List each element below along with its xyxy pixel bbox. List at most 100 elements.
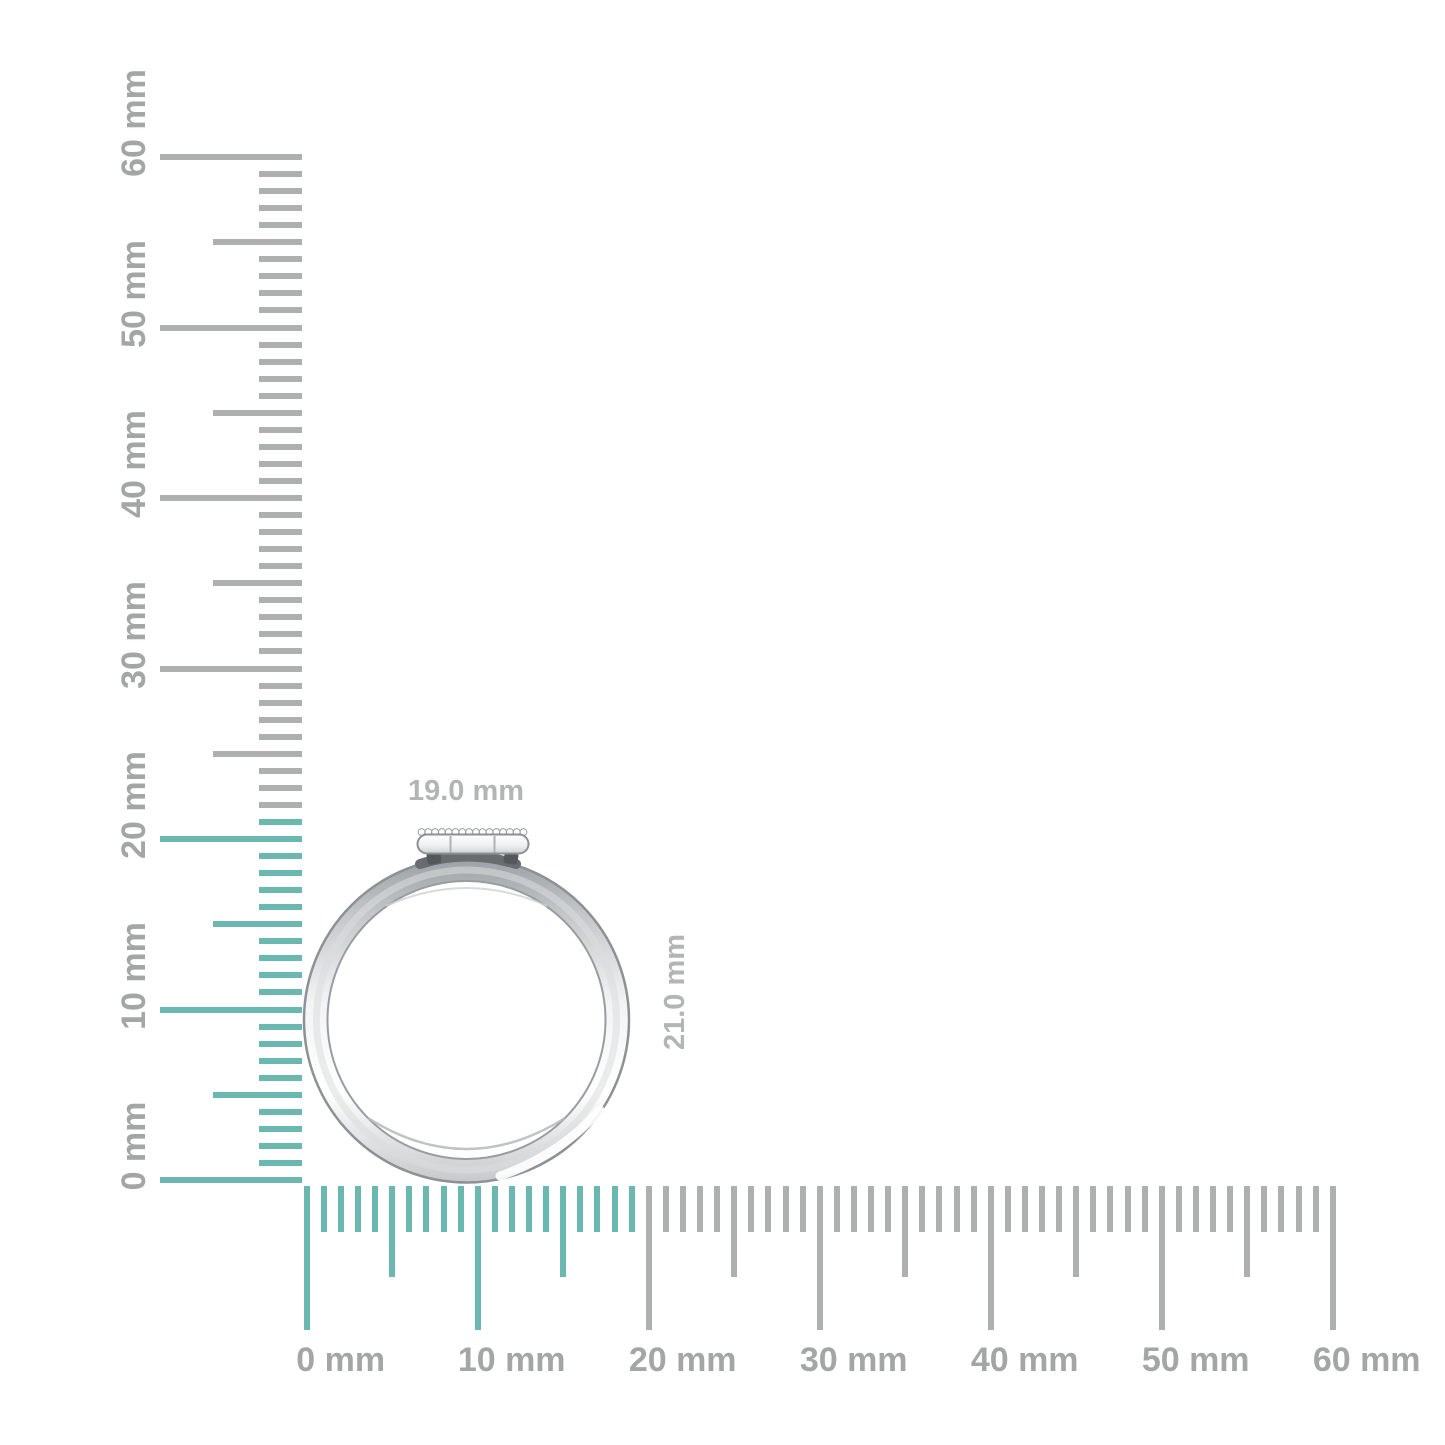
ruler-tick bbox=[259, 426, 302, 433]
ruler-tick bbox=[259, 955, 302, 962]
ruler-tick bbox=[1141, 1186, 1148, 1232]
ruler-tick bbox=[259, 392, 302, 399]
ruler-label: 0 mm bbox=[115, 1101, 153, 1191]
ruler-tick bbox=[850, 1186, 857, 1232]
ruler-tick bbox=[259, 443, 302, 450]
ruler-label: 50 mm bbox=[1141, 1341, 1250, 1379]
ruler-tick bbox=[259, 699, 302, 706]
ruler-tick bbox=[970, 1186, 977, 1232]
ruler-tick bbox=[259, 1108, 302, 1115]
ruler-tick bbox=[259, 188, 302, 195]
ruler-tick bbox=[833, 1186, 840, 1232]
ruler-tick bbox=[1158, 1186, 1165, 1330]
ruler-tick bbox=[259, 563, 302, 570]
ruler-tick bbox=[1312, 1186, 1319, 1232]
ruler-tick bbox=[1278, 1186, 1285, 1232]
ruler-tick bbox=[259, 512, 302, 519]
ruler-tick bbox=[885, 1186, 892, 1232]
ruler-tick bbox=[259, 358, 302, 365]
ruler-tick bbox=[259, 682, 302, 689]
ruler-tick bbox=[213, 580, 302, 587]
ruler-tick bbox=[1244, 1186, 1251, 1277]
ruler-tick bbox=[259, 989, 302, 996]
ruler-tick bbox=[160, 836, 302, 842]
ruler-label: 30 mm bbox=[799, 1341, 908, 1379]
ruler-tick bbox=[259, 529, 302, 536]
ring-band bbox=[302, 856, 631, 1184]
ruler-tick bbox=[645, 1186, 652, 1330]
ruler-tick bbox=[213, 750, 302, 757]
ruler-label: 50 mm bbox=[115, 239, 153, 348]
ruler-tick bbox=[628, 1186, 635, 1232]
ruler-tick bbox=[259, 375, 302, 382]
ruler-tick bbox=[259, 767, 302, 774]
ruler-tick bbox=[259, 597, 302, 604]
ruler-label: 10 mm bbox=[457, 1341, 566, 1379]
ruler-tick bbox=[440, 1186, 447, 1232]
ruler-tick bbox=[355, 1186, 361, 1232]
ruler-tick bbox=[1090, 1186, 1097, 1232]
ruler-tick bbox=[160, 495, 302, 501]
ruler-tick bbox=[320, 1186, 327, 1232]
ruler-tick bbox=[259, 222, 302, 229]
ruler-tick bbox=[1124, 1186, 1131, 1232]
ruler-tick bbox=[160, 1006, 302, 1013]
ruler-tick bbox=[259, 716, 302, 723]
ruler-tick bbox=[697, 1186, 703, 1232]
ruler-tick bbox=[259, 256, 302, 263]
ruler-tick bbox=[868, 1186, 874, 1232]
ruler-tick bbox=[259, 631, 302, 638]
ruler-label: 40 mm bbox=[970, 1341, 1079, 1379]
ruler-tick bbox=[457, 1186, 464, 1232]
ruler-tick bbox=[259, 801, 302, 808]
ring-bezel bbox=[416, 833, 530, 855]
ruler-tick bbox=[259, 307, 302, 314]
ruler-tick bbox=[1039, 1186, 1045, 1232]
ruler-tick bbox=[1004, 1186, 1011, 1232]
ruler-tick bbox=[389, 1186, 396, 1277]
ruler-tick bbox=[160, 154, 302, 160]
ruler-tick bbox=[1227, 1186, 1234, 1232]
ruler-tick bbox=[259, 1074, 302, 1081]
ruler-tick bbox=[372, 1186, 379, 1232]
ruler-tick bbox=[1056, 1186, 1063, 1232]
ruler-tick bbox=[1329, 1186, 1336, 1330]
ruler-tick bbox=[259, 1040, 302, 1047]
ruler-tick bbox=[748, 1186, 755, 1232]
ruler-tick bbox=[259, 273, 302, 280]
ruler-tick bbox=[662, 1186, 669, 1232]
ruler-tick bbox=[337, 1186, 344, 1232]
ruler-tick bbox=[508, 1186, 515, 1232]
ruler-tick bbox=[259, 477, 302, 484]
ruler-tick bbox=[259, 648, 302, 655]
ruler-tick bbox=[259, 546, 302, 553]
ruler-tick bbox=[799, 1186, 806, 1232]
ruler-tick bbox=[526, 1186, 532, 1232]
ruler-tick bbox=[259, 972, 302, 979]
ruler-label: 30 mm bbox=[115, 580, 153, 689]
ruler-tick bbox=[213, 921, 302, 928]
ruler-tick bbox=[543, 1186, 550, 1232]
ruler-tick bbox=[213, 1091, 302, 1098]
ruler-tick bbox=[259, 853, 302, 860]
ruler-tick bbox=[1192, 1186, 1199, 1232]
bezel-shadow bbox=[415, 851, 521, 869]
ruler-tick bbox=[259, 784, 302, 791]
ruler-tick bbox=[259, 1057, 302, 1064]
ruler-tick bbox=[1261, 1186, 1268, 1232]
ruler-tick bbox=[259, 460, 302, 467]
width-dimension-label: 19.0 mm bbox=[407, 775, 525, 807]
ruler-tick bbox=[259, 1023, 302, 1030]
ruler-tick bbox=[259, 205, 302, 212]
ruler-tick bbox=[1210, 1186, 1216, 1232]
ruler-tick bbox=[406, 1186, 413, 1232]
ruler-tick bbox=[160, 665, 302, 672]
ruler-label: 0 mm bbox=[296, 1341, 386, 1379]
ruler-tick bbox=[259, 1142, 302, 1149]
ruler-tick bbox=[816, 1186, 823, 1330]
ruler-tick bbox=[679, 1186, 686, 1232]
ruler-tick bbox=[919, 1186, 926, 1232]
ruler-tick bbox=[1295, 1186, 1302, 1232]
ruler-tick bbox=[259, 1159, 302, 1166]
